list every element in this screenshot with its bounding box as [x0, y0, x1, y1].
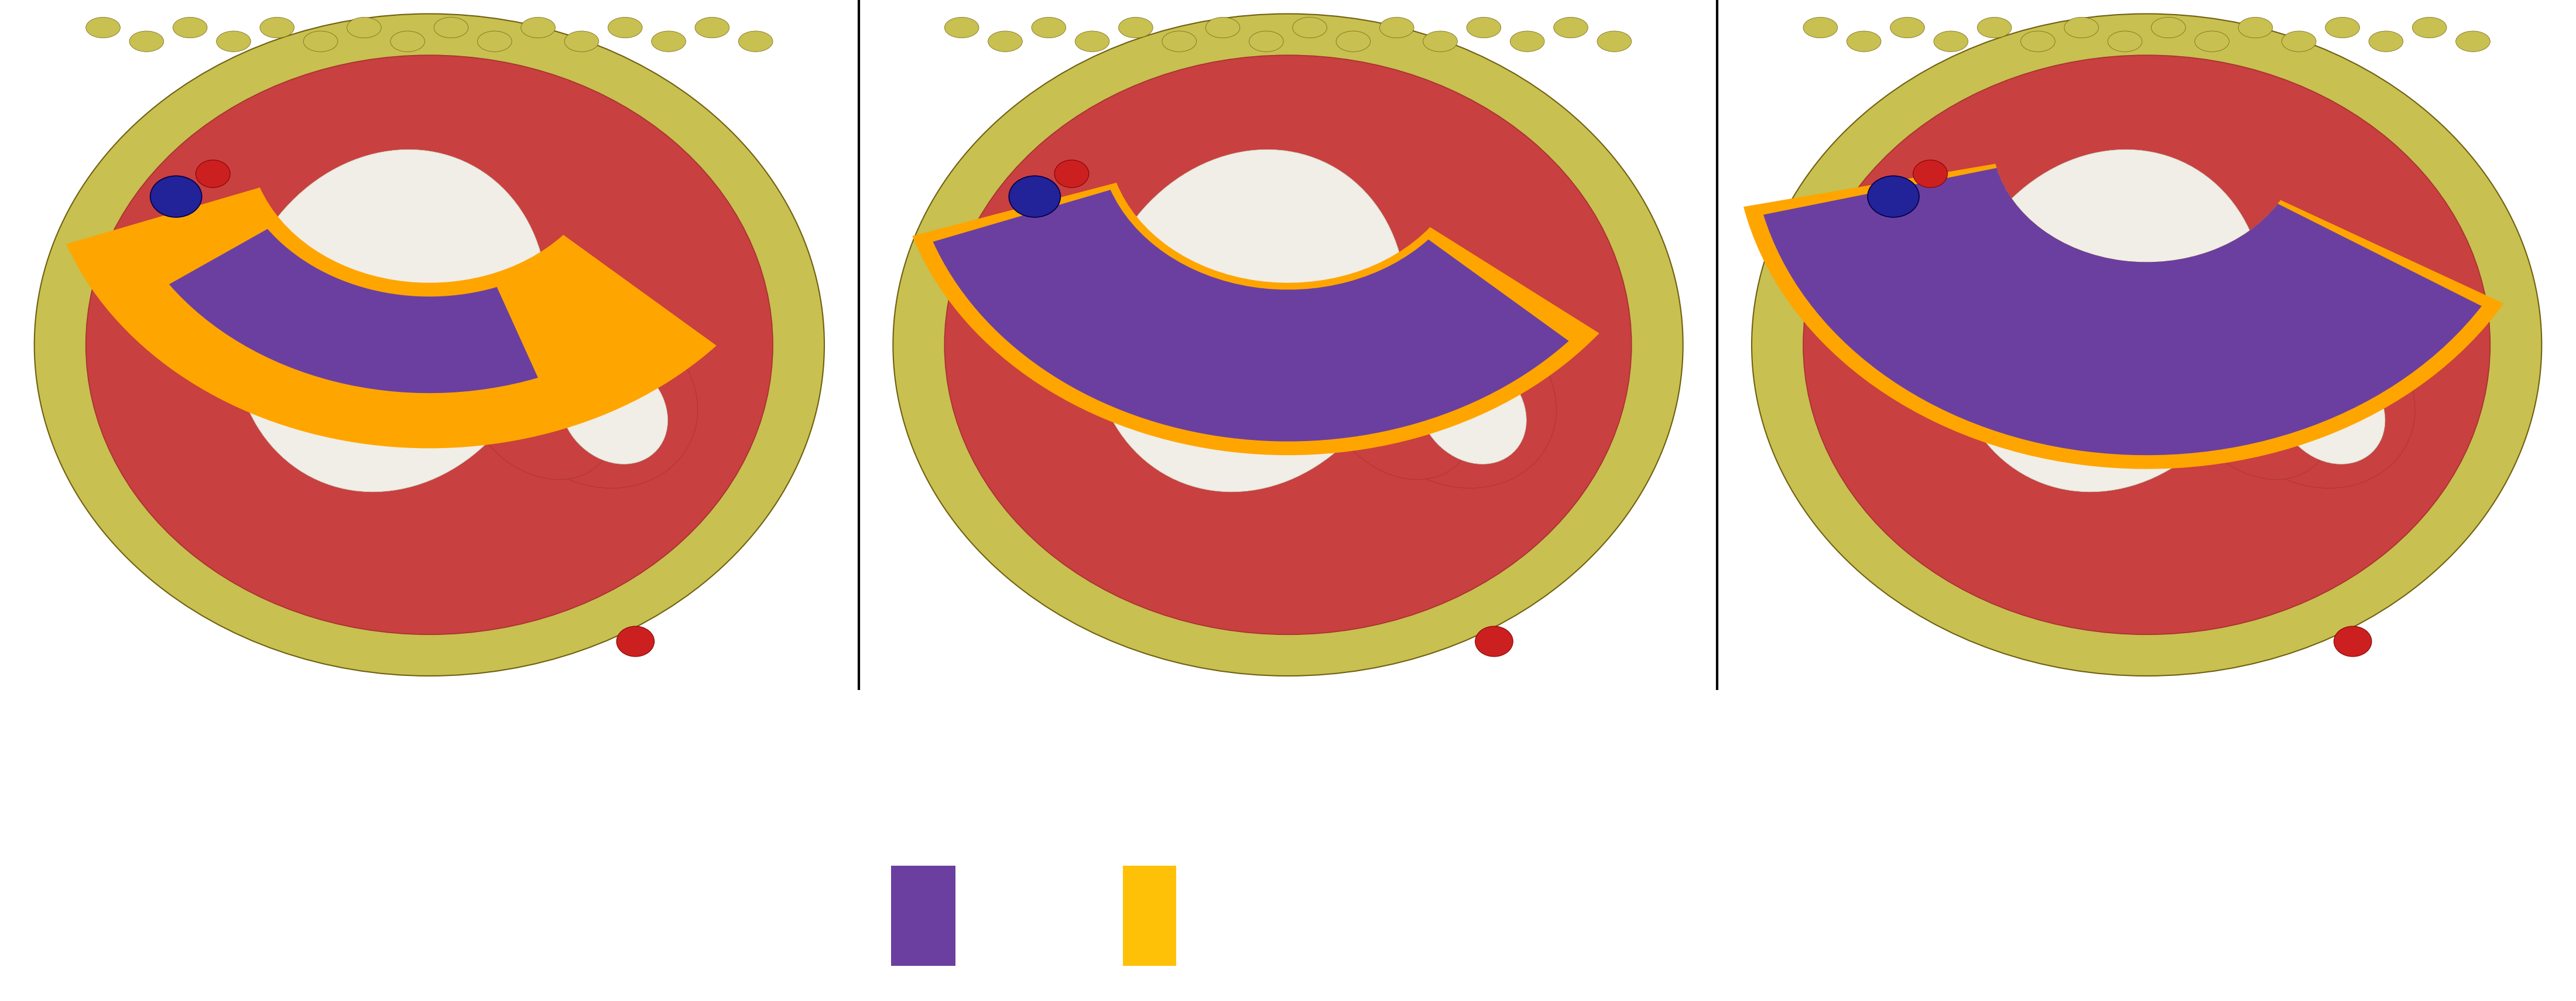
Ellipse shape [2195, 31, 2228, 52]
Ellipse shape [1419, 356, 1528, 464]
Bar [1123, 866, 1175, 966]
Ellipse shape [234, 149, 549, 491]
Wedge shape [1744, 164, 2504, 469]
Ellipse shape [1118, 17, 1154, 38]
Ellipse shape [2151, 17, 2184, 38]
Ellipse shape [2239, 17, 2272, 38]
Circle shape [1868, 176, 1919, 217]
Ellipse shape [1206, 17, 1239, 38]
Ellipse shape [2184, 334, 2331, 479]
Circle shape [616, 627, 654, 657]
Ellipse shape [505, 312, 698, 488]
Ellipse shape [1162, 31, 1195, 52]
Ellipse shape [1337, 31, 1370, 52]
Ellipse shape [33, 14, 824, 676]
Ellipse shape [1553, 17, 1587, 38]
Ellipse shape [216, 31, 250, 52]
Ellipse shape [129, 31, 165, 52]
Ellipse shape [2282, 31, 2316, 52]
Ellipse shape [1249, 31, 1283, 52]
Ellipse shape [1891, 17, 1924, 38]
Ellipse shape [559, 356, 667, 464]
Ellipse shape [945, 55, 1631, 635]
Ellipse shape [477, 31, 513, 52]
Ellipse shape [2326, 17, 2360, 38]
Ellipse shape [1092, 149, 1406, 491]
Ellipse shape [1847, 31, 1880, 52]
Ellipse shape [564, 31, 598, 52]
Ellipse shape [1074, 31, 1110, 52]
Ellipse shape [1363, 312, 1556, 488]
Wedge shape [170, 229, 538, 393]
Ellipse shape [2164, 344, 2215, 400]
Wedge shape [67, 187, 716, 448]
Ellipse shape [85, 55, 773, 635]
Ellipse shape [652, 31, 685, 52]
Ellipse shape [1293, 17, 1327, 38]
Ellipse shape [2107, 31, 2143, 52]
Ellipse shape [433, 17, 469, 38]
Ellipse shape [1803, 55, 2491, 635]
Wedge shape [933, 190, 1569, 441]
Ellipse shape [1466, 17, 1502, 38]
Ellipse shape [1030, 17, 1066, 38]
Ellipse shape [392, 31, 425, 52]
Wedge shape [912, 183, 1600, 455]
Ellipse shape [1206, 369, 1267, 431]
Circle shape [196, 160, 229, 187]
Ellipse shape [1752, 14, 2543, 676]
Ellipse shape [85, 17, 121, 38]
Ellipse shape [173, 17, 206, 38]
Ellipse shape [696, 17, 729, 38]
Ellipse shape [894, 14, 1682, 676]
Ellipse shape [2277, 356, 2385, 464]
Ellipse shape [1306, 344, 1358, 400]
Ellipse shape [446, 344, 497, 400]
Ellipse shape [2066, 369, 2125, 431]
Ellipse shape [2411, 17, 2447, 38]
Ellipse shape [1935, 31, 1968, 52]
Ellipse shape [520, 17, 556, 38]
Wedge shape [1765, 168, 2481, 455]
Ellipse shape [304, 31, 337, 52]
Ellipse shape [1978, 17, 2012, 38]
Ellipse shape [1327, 334, 1473, 479]
Ellipse shape [1950, 149, 2264, 491]
Circle shape [2334, 627, 2372, 657]
Ellipse shape [2063, 17, 2099, 38]
Ellipse shape [989, 31, 1023, 52]
Circle shape [1914, 160, 1947, 187]
Ellipse shape [1422, 31, 1458, 52]
Ellipse shape [1597, 31, 1631, 52]
Ellipse shape [1803, 17, 1837, 38]
Ellipse shape [2221, 312, 2416, 488]
Ellipse shape [1381, 17, 1414, 38]
Circle shape [1476, 627, 1512, 657]
Ellipse shape [348, 17, 381, 38]
Circle shape [149, 176, 201, 217]
Ellipse shape [348, 369, 407, 431]
Ellipse shape [1510, 31, 1546, 52]
Circle shape [1010, 176, 1061, 217]
Ellipse shape [2370, 31, 2403, 52]
Ellipse shape [466, 334, 616, 479]
Ellipse shape [2020, 31, 2056, 52]
Ellipse shape [2455, 31, 2491, 52]
Ellipse shape [608, 17, 641, 38]
Ellipse shape [739, 31, 773, 52]
Circle shape [1054, 160, 1090, 187]
Ellipse shape [945, 17, 979, 38]
Ellipse shape [260, 17, 294, 38]
Bar [891, 866, 956, 966]
